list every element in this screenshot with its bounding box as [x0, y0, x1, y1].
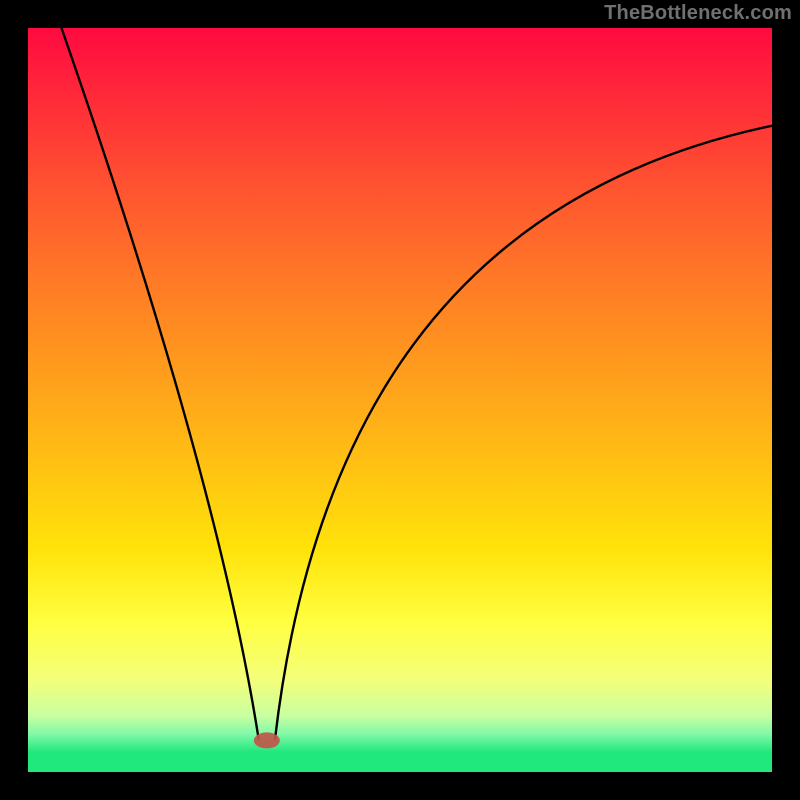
chart-container: TheBottleneck.com	[0, 0, 800, 800]
plot-background	[28, 28, 772, 752]
watermark-text: TheBottleneck.com	[604, 2, 792, 25]
green-baseline-band	[28, 752, 772, 772]
optimal-point-marker	[254, 732, 280, 748]
bottleneck-chart	[0, 0, 800, 800]
